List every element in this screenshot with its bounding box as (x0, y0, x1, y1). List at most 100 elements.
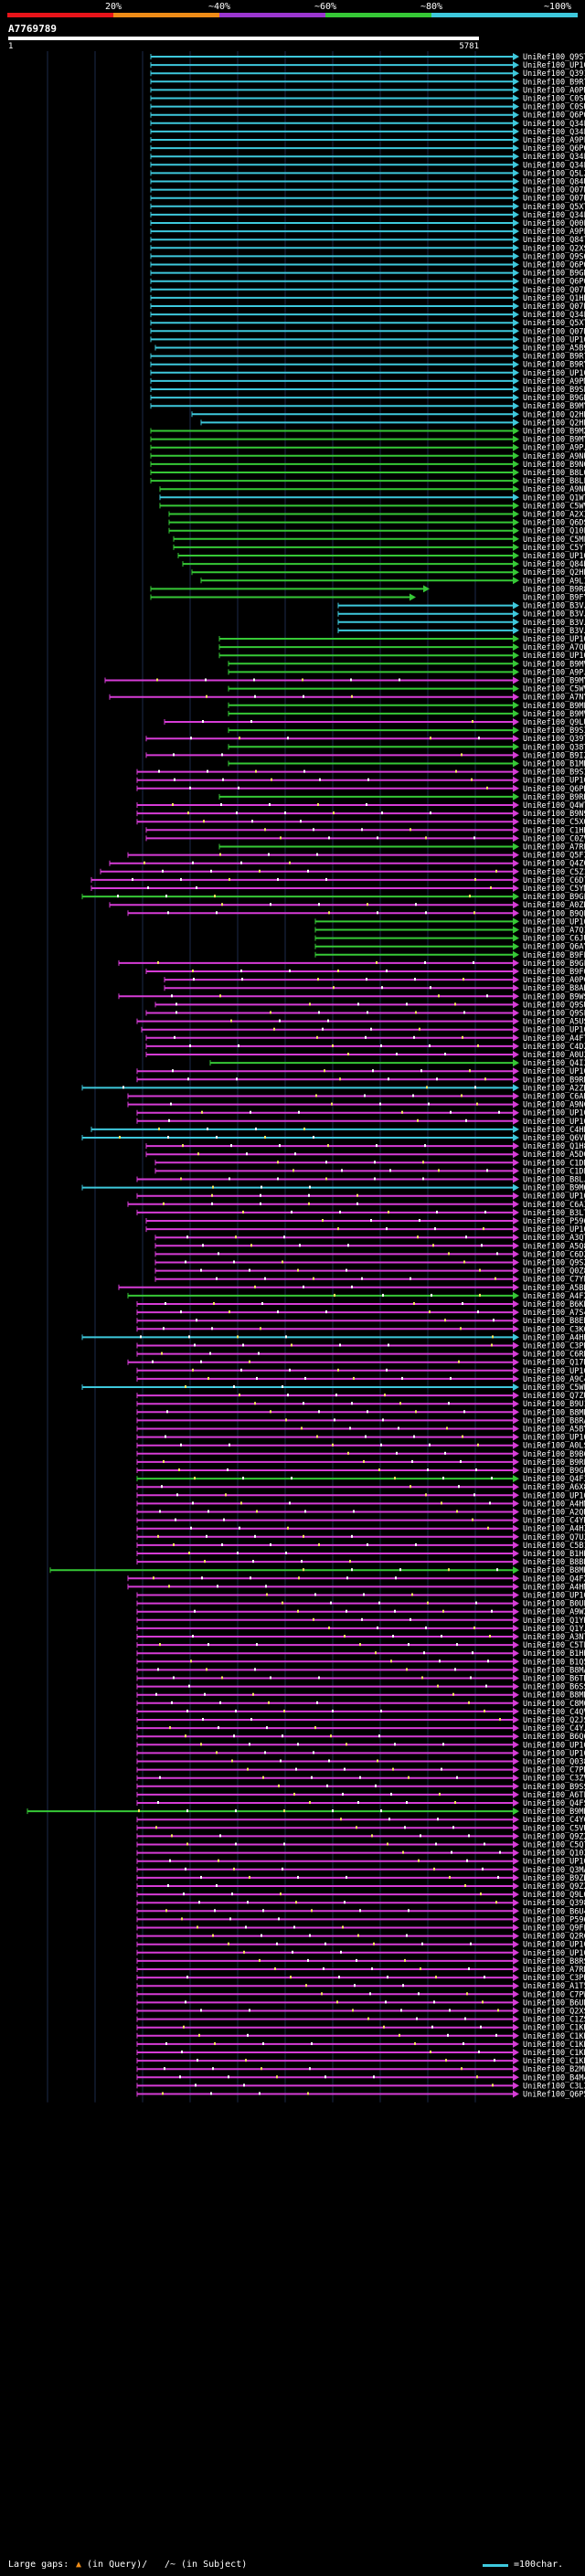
hit-label[interactable]: UniRef100_A5Q890 (523, 1242, 585, 1251)
hit-label[interactable]: UniRef100_Q6PQJ9 (523, 278, 585, 287)
hit-label[interactable]: UniRef100_C7PWY2 (523, 1990, 585, 1999)
hit-label[interactable]: UniRef100_Q9SUR5 (523, 1001, 585, 1010)
hit-label[interactable]: UniRef100_C5WVM6 (523, 502, 585, 511)
hit-label[interactable]: UniRef100_B8LQP9 (523, 469, 585, 478)
hit-label[interactable]: UniRef100_P59640 (523, 1217, 585, 1226)
hit-label[interactable]: UniRef100_C1HH09 (523, 826, 585, 835)
hit-label[interactable]: UniRef100_B9FQ32 (523, 968, 585, 977)
hit-label[interactable]: UniRef100_C1KRN6 (523, 2024, 585, 2033)
hit-label[interactable]: UniRef100_Q34LM9 (523, 311, 585, 320)
hit-label[interactable]: UniRef100_Q9SZ12 (523, 1259, 585, 1268)
hit-label[interactable]: UniRef100_Q4I3S4 (523, 1059, 585, 1068)
hit-label[interactable]: UniRef100_UP1000... (523, 1949, 585, 1958)
hit-label[interactable]: UniRef100_C1KRN4 (523, 2041, 585, 2050)
hit-label[interactable]: UniRef100_A1T591 (523, 1982, 585, 1991)
hit-label[interactable]: UniRef100_Q5F3G2 (523, 852, 585, 861)
hit-label[interactable]: UniRef100_A5BD19 (523, 1284, 585, 1293)
hit-label[interactable]: UniRef100_C0ZVB1 (523, 834, 585, 843)
hit-label[interactable]: UniRef100_Q34LN1 (523, 211, 585, 220)
hit-label[interactable]: UniRef100_A6X884 (523, 1483, 585, 1492)
hit-label[interactable]: UniRef100_C4DZ81 (523, 1043, 585, 1052)
hit-label[interactable]: UniRef100_A5B9Q4 (523, 345, 585, 354)
hit-label[interactable]: UniRef100_Q4FS50 (523, 1799, 585, 1808)
hit-label[interactable]: UniRef100_UP1000... (523, 369, 585, 378)
hit-label[interactable]: UniRef100_B9GFM1 (523, 959, 585, 969)
hit-label[interactable]: UniRef100_UP1000... (523, 1225, 585, 1235)
hit-label[interactable]: UniRef100_B3LTJ0 (523, 1209, 585, 1218)
hit-label[interactable]: UniRef100_C4YR16 (523, 1517, 585, 1526)
hit-label[interactable]: UniRef100_Q2HBK1 (523, 568, 585, 578)
hit-label[interactable]: UniRef100_B9GUD9 (523, 1467, 585, 1476)
hit-label[interactable]: UniRef100_UP1000... (523, 917, 585, 927)
hit-label[interactable]: UniRef100_C1KRN2 (523, 2057, 585, 2066)
hit-label[interactable]: UniRef100_B8BHK7 (523, 1558, 585, 1567)
hit-label[interactable]: UniRef100_B9MHB2 (523, 1807, 585, 1817)
hit-label[interactable]: UniRef100_B8MA42 (523, 1666, 585, 1675)
hit-label[interactable]: UniRef100_C5B1D0 (523, 1542, 585, 1551)
hit-label[interactable]: UniRef100_A5DGZ9 (523, 1150, 585, 1160)
hit-label[interactable]: UniRef100_C6D711 (523, 876, 585, 885)
hit-label[interactable]: UniRef100_UP1000... (523, 1193, 585, 1202)
hit-label[interactable]: UniRef100_Q84HF1 (523, 560, 585, 569)
hit-label[interactable]: UniRef100_C3PK45 (523, 1974, 585, 1983)
hit-label[interactable]: UniRef100_B6KBY7 (523, 1300, 585, 1309)
hit-label[interactable]: UniRef100_B3VJU7 (523, 602, 585, 611)
hit-label[interactable]: UniRef100_B9MYZ5 (523, 436, 585, 445)
hit-label[interactable]: UniRef100_UP1000... (523, 1941, 585, 1950)
hit-label[interactable]: UniRef100_C1KRN3 (523, 2049, 585, 2058)
hit-label[interactable]: UniRef100_A9PFT1 (523, 136, 585, 145)
hit-label[interactable]: UniRef100_B9MVC7 (523, 660, 585, 669)
hit-label[interactable]: UniRef100_UP1000... (523, 1367, 585, 1376)
hit-label[interactable]: UniRef100_Q6PQK1 (523, 111, 585, 121)
hit-label[interactable]: UniRef100_B9WS53 (523, 992, 585, 1002)
hit-label[interactable]: UniRef100_B9MP43 (523, 702, 585, 711)
hit-label[interactable]: UniRef100_B9RYZ3 (523, 361, 585, 370)
hit-label[interactable]: UniRef100_Q9ZZ88 (523, 1882, 585, 1892)
hit-label[interactable]: UniRef100_Q3MA97 (523, 1866, 585, 1875)
hit-label[interactable]: UniRef100_Q5XTQ6 (523, 319, 585, 328)
hit-label[interactable]: UniRef100_C3ZVR3 (523, 1775, 585, 1784)
hit-label[interactable]: UniRef100_B6TRN4 (523, 1675, 585, 1684)
hit-label[interactable]: UniRef100_Q39T44 (523, 735, 585, 744)
hit-label[interactable]: UniRef100_B3VJT2 (523, 619, 585, 628)
hit-label[interactable]: UniRef100_A9PJN4 (523, 668, 585, 677)
hit-label[interactable]: UniRef100_A7RNM3 (523, 1966, 585, 1975)
hit-label[interactable]: UniRef100_B9N9H3 (523, 810, 585, 819)
hit-label[interactable]: UniRef100_A4FTP4 (523, 1034, 585, 1044)
hit-label[interactable]: UniRef100_A7RPE6 (523, 843, 585, 853)
hit-label[interactable]: UniRef100_B9ZRL7 (523, 1874, 585, 1883)
hit-label[interactable]: UniRef100_Q34LM6 (523, 120, 585, 129)
hit-label[interactable]: UniRef100_A9C4Z2 (523, 1375, 585, 1384)
hit-label[interactable]: UniRef100_UP1000... (523, 61, 585, 70)
hit-label[interactable]: UniRef100_Q84U13 (523, 178, 585, 187)
hit-label[interactable]: UniRef100_C6RRK9 (523, 1351, 585, 1360)
hit-label[interactable]: UniRef100_UP1000... (523, 1741, 585, 1750)
hit-label[interactable]: UniRef100_B9RPP5 (523, 1458, 585, 1468)
hit-label[interactable]: UniRef100_Q07B56 (523, 186, 585, 196)
hit-label[interactable]: UniRef100_A9PFT8 (523, 228, 585, 237)
hit-label[interactable]: UniRef100_A4H3B6 (523, 1525, 585, 1534)
hit-label[interactable]: UniRef100_B1HKW8 (523, 1550, 585, 1559)
hit-label[interactable]: UniRef100_Q4W7N0 (523, 801, 585, 811)
hit-label[interactable]: UniRef100_B3VJS4 (523, 627, 585, 636)
hit-label[interactable]: UniRef100_Q17RH7 (523, 1359, 585, 1368)
hit-label[interactable]: UniRef100_B8RSB8 (523, 1957, 585, 1966)
hit-label[interactable]: UniRef100_C0SUC5 (523, 103, 585, 112)
hit-label[interactable]: UniRef100_Q6DSC5 (523, 519, 585, 528)
hit-label[interactable]: UniRef100_Q9LQA7 (523, 1891, 585, 1900)
hit-label[interactable]: UniRef100_Q0Z817 (523, 1267, 585, 1277)
hit-label[interactable]: UniRef100_Q1H8S8 (523, 1142, 585, 1151)
hit-label[interactable]: UniRef100_UP1000... (523, 1026, 585, 1035)
hit-label[interactable]: UniRef100_B9SPD7 (523, 386, 585, 395)
hit-label[interactable]: UniRef100_C1KRN5 (523, 2032, 585, 2041)
hit-label[interactable]: UniRef100_Q1YJY0 (523, 1625, 585, 1634)
hit-label[interactable]: UniRef100_Q6PQK0 (523, 144, 585, 154)
hit-label[interactable]: UniRef100_A9NCG1 (523, 1101, 585, 1110)
hit-label[interactable]: UniRef100_A0PCL2 (523, 976, 585, 985)
hit-label[interactable]: UniRef100_A4FX62 (523, 1292, 585, 1301)
hit-label[interactable]: UniRef100_A3QT94 (523, 1234, 585, 1243)
hit-label[interactable]: UniRef100_C6AIH8 (523, 1201, 585, 1210)
hit-label[interactable]: UniRef100_A4HH96 (523, 1333, 585, 1342)
hit-label[interactable]: UniRef100_Q9STX2 (523, 53, 585, 62)
hit-label[interactable]: UniRef100_C6JUF1 (523, 935, 585, 944)
